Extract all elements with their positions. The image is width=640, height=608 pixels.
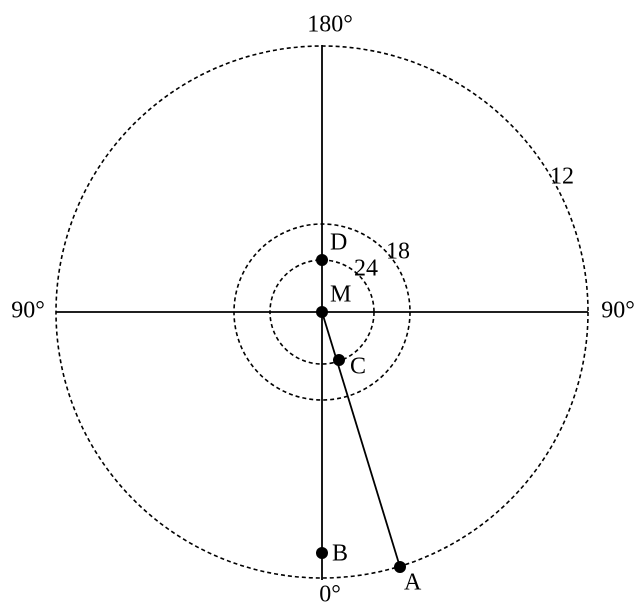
point-m xyxy=(316,306,328,318)
direction-label: 0° xyxy=(319,582,341,608)
point-c xyxy=(333,354,345,366)
ring-label: 12 xyxy=(550,164,574,190)
point-b xyxy=(316,547,328,559)
point-label: A xyxy=(404,570,422,596)
ring-label: 24 xyxy=(354,256,378,282)
direction-label: 90° xyxy=(601,298,635,324)
point-label: M xyxy=(330,282,351,308)
segment-ma xyxy=(321,311,401,568)
point-label: D xyxy=(330,230,347,256)
point-a xyxy=(394,561,406,573)
point-label: C xyxy=(350,354,366,380)
point-d xyxy=(316,254,328,266)
direction-label: 180° xyxy=(307,12,353,38)
ring-label: 18 xyxy=(386,239,410,265)
direction-label: 90° xyxy=(11,298,45,324)
point-label: B xyxy=(332,541,348,567)
